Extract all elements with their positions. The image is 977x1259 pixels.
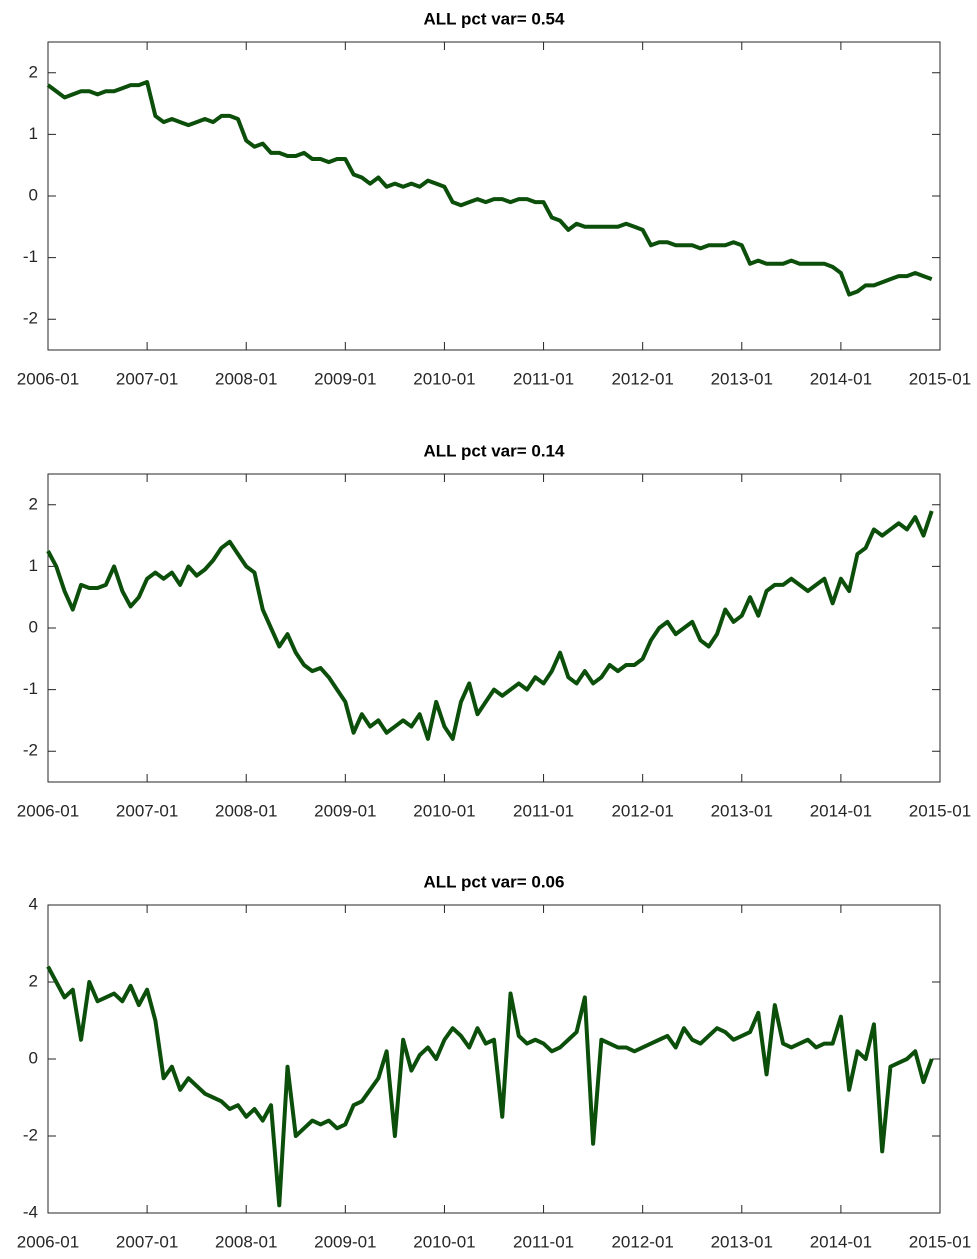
x-tick-label: 2012-01 bbox=[611, 369, 673, 388]
x-tick-label: 2014-01 bbox=[810, 1232, 872, 1251]
x-tick-label: 2007-01 bbox=[116, 369, 178, 388]
x-tick-label: 2008-01 bbox=[215, 369, 277, 388]
x-tick-label: 2010-01 bbox=[413, 801, 475, 820]
y-tick-label: 0 bbox=[29, 185, 38, 204]
data-line bbox=[46, 510, 934, 741]
y-tick-label: 0 bbox=[29, 617, 38, 636]
x-tick-label: 2015-01 bbox=[909, 801, 971, 820]
y-tick-label: -1 bbox=[23, 679, 38, 698]
data-line bbox=[46, 965, 934, 1208]
y-tick-label: -1 bbox=[23, 247, 38, 266]
x-tick-label: 2014-01 bbox=[810, 801, 872, 820]
x-tick-label: 2011-01 bbox=[513, 801, 574, 820]
x-tick-label: 2009-01 bbox=[314, 1232, 376, 1251]
y-tick-label: 2 bbox=[29, 62, 38, 81]
x-tick-label: 2015-01 bbox=[909, 1232, 971, 1251]
x-tick-label: 2007-01 bbox=[116, 801, 178, 820]
x-tick-label: 2013-01 bbox=[711, 369, 773, 388]
y-tick-label: -4 bbox=[23, 1202, 38, 1221]
plot-frame bbox=[47, 41, 941, 351]
x-tick-label: 2011-01 bbox=[513, 1232, 574, 1251]
x-tick-label: 2014-01 bbox=[810, 369, 872, 388]
y-tick-label: 2 bbox=[29, 971, 38, 990]
y-tick-label: 0 bbox=[29, 1048, 38, 1067]
x-tick-label: 2007-01 bbox=[116, 1232, 178, 1251]
x-tick-label: 2006-01 bbox=[17, 369, 79, 388]
y-tick-label: 1 bbox=[29, 556, 38, 575]
x-tick-label: 2006-01 bbox=[17, 801, 79, 820]
y-tick-label: -2 bbox=[23, 1125, 38, 1144]
y-tick-label: -2 bbox=[23, 741, 38, 760]
plot-frame bbox=[47, 904, 941, 1214]
x-tick-label: 2009-01 bbox=[314, 801, 376, 820]
y-tick-label: 4 bbox=[29, 894, 38, 913]
chart-title: ALL pct var= 0.54 bbox=[424, 9, 565, 28]
x-tick-label: 2012-01 bbox=[611, 1232, 673, 1251]
x-tick-label: 2008-01 bbox=[215, 801, 277, 820]
plot-frame bbox=[47, 473, 941, 783]
chart-title: ALL pct var= 0.06 bbox=[424, 872, 565, 891]
y-tick-label: 1 bbox=[29, 124, 38, 143]
x-tick-label: 2011-01 bbox=[513, 369, 574, 388]
x-tick-label: 2013-01 bbox=[711, 1232, 773, 1251]
x-tick-label: 2010-01 bbox=[413, 369, 475, 388]
x-tick-label: 2015-01 bbox=[909, 369, 971, 388]
x-tick-label: 2012-01 bbox=[611, 801, 673, 820]
x-tick-label: 2009-01 bbox=[314, 369, 376, 388]
x-tick-label: 2008-01 bbox=[215, 1232, 277, 1251]
x-tick-label: 2013-01 bbox=[711, 801, 773, 820]
chart-title: ALL pct var= 0.14 bbox=[424, 441, 565, 460]
x-tick-label: 2006-01 bbox=[17, 1232, 79, 1251]
y-tick-label: 2 bbox=[29, 494, 38, 513]
y-tick-label: -2 bbox=[23, 309, 38, 328]
x-tick-label: 2010-01 bbox=[413, 1232, 475, 1251]
data-line bbox=[46, 80, 933, 297]
